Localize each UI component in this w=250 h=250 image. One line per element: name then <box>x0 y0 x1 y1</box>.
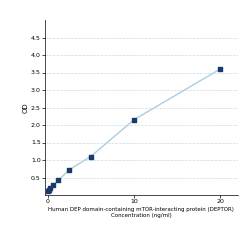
Point <box>47 188 51 192</box>
Point <box>46 189 50 193</box>
Point <box>56 178 60 182</box>
Point <box>51 183 55 187</box>
Point <box>132 118 136 122</box>
X-axis label: Human DEP domain-containing mTOR-interacting protein (DEPTOR)
Concentration (ng/: Human DEP domain-containing mTOR-interac… <box>48 207 234 218</box>
Point <box>218 67 222 71</box>
Y-axis label: OD: OD <box>22 102 28 113</box>
Point <box>48 186 52 190</box>
Point <box>67 168 71 172</box>
Point <box>89 154 93 158</box>
